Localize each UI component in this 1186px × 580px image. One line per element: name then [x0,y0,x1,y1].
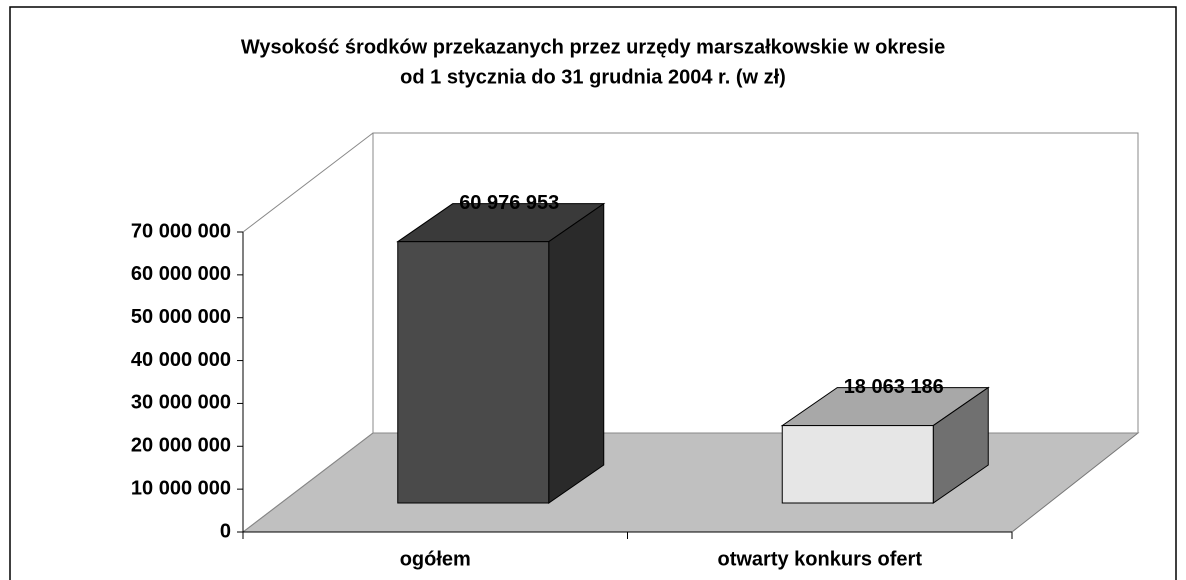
chart-title: Wysokość środków przekazanych przez urzę… [241,36,945,58]
value-label: 18 063 186 [844,376,944,398]
y-tick-label: 40 000 000 [131,349,231,371]
bar-side [548,202,605,504]
y-tick-label: 60 000 000 [131,263,231,285]
value-label: 60 976 953 [459,192,559,214]
chart-title: od 1 stycznia do 31 grudnia 2004 r. (w z… [400,66,786,88]
y-tick-label: 70 000 000 [131,220,231,242]
y-tick-label: 10 000 000 [131,477,231,499]
bar [397,241,550,504]
y-tick-label: 0 [220,520,231,542]
y-tick-label: 20 000 000 [131,435,231,457]
x-tick-label: otwarty konkurs ofert [718,548,923,570]
y-tick-label: 50 000 000 [131,306,231,328]
y-tick-label: 30 000 000 [131,392,231,414]
side-wall-edge [242,432,374,533]
x-tick-label: ogółem [400,548,471,570]
bar [781,425,934,504]
side-wall-edge [242,132,374,233]
floor [241,432,1140,533]
back-wall [372,132,1139,434]
